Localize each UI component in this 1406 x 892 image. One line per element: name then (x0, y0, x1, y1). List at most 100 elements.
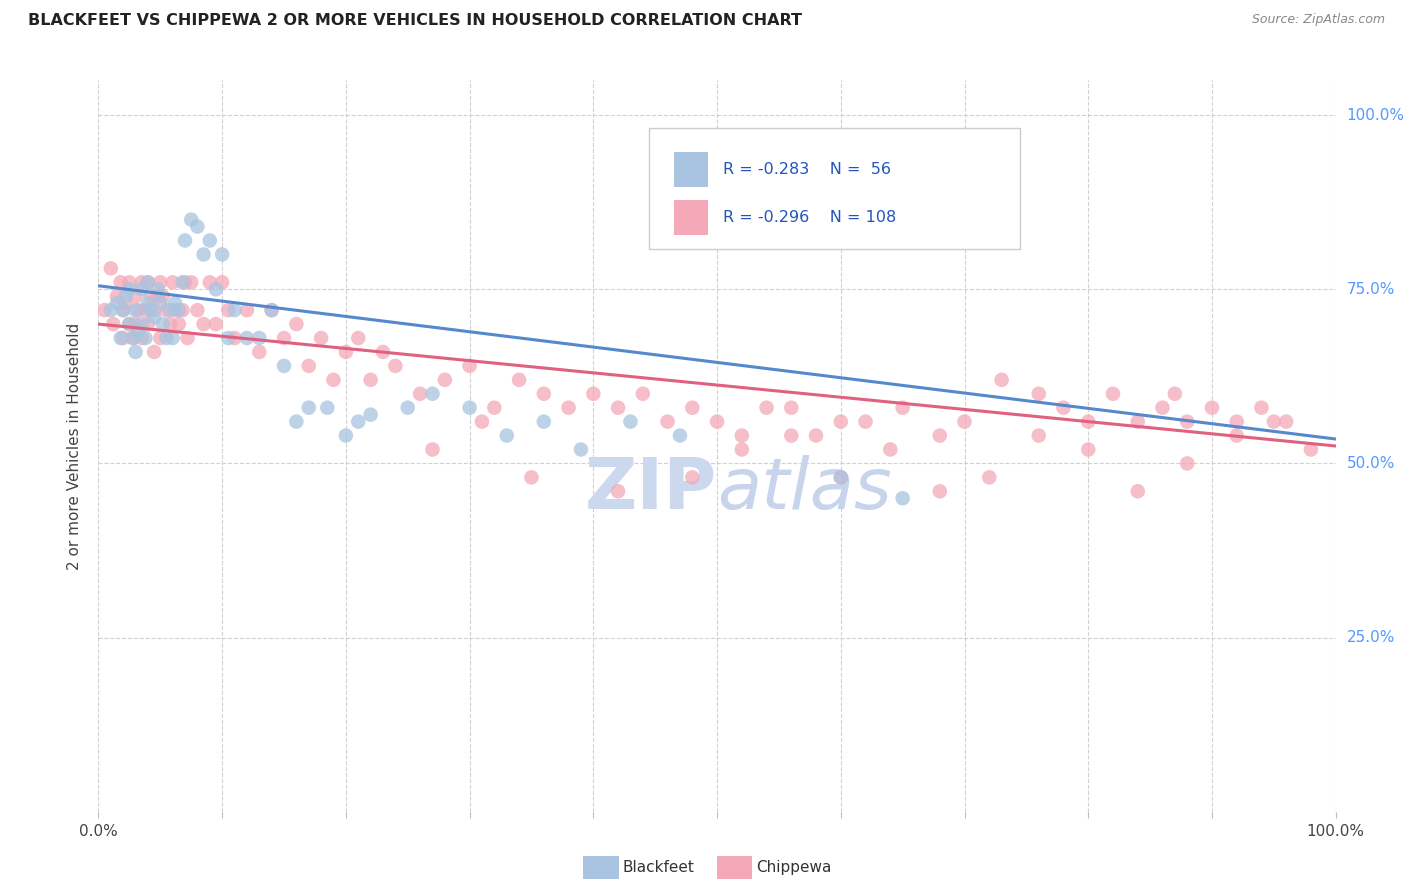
Point (891, 491, 914, 506)
Point (260, 303, 283, 318)
Point (273, 359, 295, 373)
Point (360, 408, 382, 422)
Point (193, 317, 215, 331)
Point (855, 415, 877, 429)
Point (211, 275, 233, 289)
Point (167, 317, 190, 331)
Point (1164, 386, 1187, 401)
Point (657, 415, 679, 429)
Point (146, 282, 169, 296)
Point (224, 303, 246, 318)
Point (112, 303, 135, 318)
Point (105, 296, 128, 310)
Point (118, 317, 141, 331)
Point (520, 470, 543, 484)
Point (990, 373, 1012, 387)
Point (347, 415, 370, 429)
Text: 100.0%: 100.0% (1347, 108, 1405, 122)
Point (136, 317, 159, 331)
Point (100, 261, 122, 276)
Point (1226, 428, 1249, 442)
Point (309, 331, 332, 345)
Point (186, 303, 208, 318)
Point (830, 470, 852, 484)
Point (114, 296, 136, 310)
Point (260, 303, 283, 318)
Point (124, 289, 146, 303)
Point (422, 386, 444, 401)
Point (285, 415, 308, 429)
Point (273, 331, 295, 345)
Point (122, 331, 145, 345)
Text: Source: ZipAtlas.com: Source: ZipAtlas.com (1251, 13, 1385, 27)
Point (1226, 415, 1249, 429)
Point (143, 303, 166, 318)
Point (134, 303, 156, 318)
Point (205, 317, 228, 331)
Point (830, 415, 852, 429)
Text: 50.0%: 50.0% (1347, 456, 1395, 471)
Point (298, 401, 321, 415)
Point (159, 303, 181, 318)
Point (247, 345, 270, 359)
Point (149, 331, 172, 345)
Point (152, 317, 174, 331)
Point (1299, 442, 1322, 457)
Point (131, 331, 153, 345)
Point (979, 470, 1001, 484)
Point (134, 331, 156, 345)
Point (198, 234, 221, 248)
Point (804, 428, 827, 442)
Point (681, 401, 703, 415)
Point (131, 317, 153, 331)
Point (928, 484, 950, 499)
Point (731, 428, 754, 442)
Point (335, 345, 357, 359)
Point (136, 296, 159, 310)
Point (669, 428, 692, 442)
Point (118, 317, 141, 331)
Point (114, 289, 136, 303)
Point (143, 345, 166, 359)
Point (247, 331, 270, 345)
Point (422, 442, 444, 457)
Point (533, 415, 555, 429)
Point (180, 212, 202, 227)
Point (1152, 401, 1174, 415)
Text: 25.0%: 25.0% (1347, 630, 1395, 645)
Point (149, 296, 172, 310)
Point (508, 373, 530, 387)
Point (360, 373, 382, 387)
Point (607, 484, 630, 499)
Point (1077, 442, 1099, 457)
Point (122, 331, 145, 345)
Point (433, 373, 456, 387)
Point (131, 275, 153, 289)
Point (155, 303, 177, 318)
Point (953, 415, 976, 429)
Point (193, 247, 215, 261)
Point (533, 386, 555, 401)
Point (162, 331, 184, 345)
Point (127, 324, 149, 338)
Point (1263, 415, 1285, 429)
Point (211, 247, 233, 261)
Point (93, 303, 115, 318)
Point (176, 331, 198, 345)
Point (1275, 415, 1298, 429)
Point (928, 428, 950, 442)
Point (155, 331, 177, 345)
Point (335, 428, 357, 442)
Point (124, 317, 146, 331)
Point (236, 331, 259, 345)
Point (236, 303, 259, 318)
Point (118, 275, 141, 289)
Point (118, 282, 141, 296)
Point (371, 345, 394, 359)
Point (409, 386, 432, 401)
Point (131, 282, 153, 296)
Text: Blackfeet: Blackfeet (623, 861, 695, 875)
Point (127, 303, 149, 318)
Point (495, 428, 517, 442)
Point (110, 275, 132, 289)
